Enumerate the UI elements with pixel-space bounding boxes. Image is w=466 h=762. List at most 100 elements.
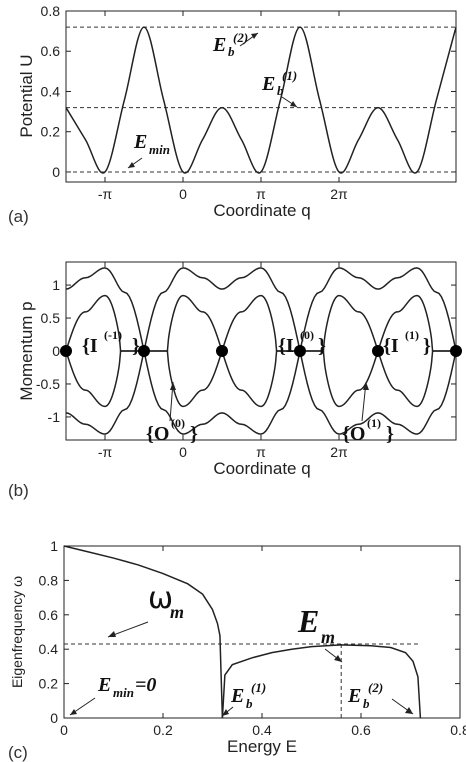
panel-c-xlabel: Energy E xyxy=(227,737,297,756)
inner-separatrix-lower xyxy=(144,350,223,408)
annotation-o0-main: {O xyxy=(146,423,169,445)
x-tick-label: 2π xyxy=(330,444,348,460)
panel-c-ticks: 0 0.2 0.4 0.6 0.8 0 0.2 0.4 0.6 0.8 1 xyxy=(39,538,466,738)
annotation-emin-main: E xyxy=(133,131,147,153)
annotation-o1-main: {O xyxy=(342,423,365,445)
y-tick-label: 0.8 xyxy=(41,3,61,19)
annotation-eb2-sup: (2) xyxy=(233,30,248,45)
x-tick-label: 0.8 xyxy=(450,722,466,738)
annotation-omega-m-sub: m xyxy=(170,602,184,622)
y-tick-label: 0 xyxy=(52,164,60,180)
panel-b-phase-curves xyxy=(65,267,457,435)
annotation-eb1: E b (1) xyxy=(261,68,298,108)
y-tick-label: 0.8 xyxy=(39,572,59,588)
x-tick-label: π xyxy=(256,186,266,202)
panel-b: -π 0 π 2π 1 0.5 0 -0.5 -1 {I (-1) } {I (0) } {I … xyxy=(8,261,462,500)
inner-separatrix-lower xyxy=(221,350,300,408)
x-tick-label: -π xyxy=(98,444,113,460)
panel-b-ylabel: Momentum p xyxy=(17,301,36,400)
annotation-eb1-c-main: E xyxy=(230,685,244,707)
annotation-i0-sup: (0) xyxy=(300,328,314,342)
saddle-point-marker xyxy=(138,345,150,357)
annotation-emin-zero-main: E xyxy=(97,674,111,696)
annotation-o1: {O (1) } xyxy=(342,381,394,445)
x-tick-label: 2π xyxy=(330,186,348,202)
x-tick-label: 0.2 xyxy=(153,722,173,738)
y-tick-label: 0.6 xyxy=(41,43,61,59)
annotation-em-main: E xyxy=(297,603,319,639)
x-tick-label: 0 xyxy=(179,186,187,202)
panel-b-xlabel: Coordinate q xyxy=(213,459,310,478)
annotation-i-minus1-main: {I xyxy=(82,335,98,357)
panel-a-letter: (a) xyxy=(8,207,29,226)
annotation-em-arrowhead xyxy=(334,655,342,662)
annotation-eb1-main: E xyxy=(261,73,275,95)
separatrix-lower xyxy=(65,350,457,435)
annotation-o0-arrowhead xyxy=(170,382,176,390)
saddle-point-marker xyxy=(294,345,306,357)
panel-a-ylabel: Potential U xyxy=(17,54,36,137)
y-tick-label: 0.2 xyxy=(39,676,59,692)
annotation-emin-zero-sub: min xyxy=(113,685,134,700)
separatrix-upper xyxy=(65,267,457,352)
annotation-omega-m-arrowhead xyxy=(108,631,116,637)
eigenfrequency-branch-0 xyxy=(63,545,224,719)
panel-b-saddle-points xyxy=(60,345,462,357)
annotation-i0: {I (0) } xyxy=(278,328,326,357)
x-tick-label: -π xyxy=(98,186,113,202)
annotation-o1-tail: } xyxy=(386,423,394,445)
annotation-o0-tail: } xyxy=(190,423,198,445)
y-tick-label: 0 xyxy=(50,710,58,726)
annotation-i0-tail: } xyxy=(318,335,326,357)
annotation-eb1-arrowhead xyxy=(290,101,297,107)
annotation-eb1-c-sup: (1) xyxy=(251,680,266,695)
annotation-emin: E min xyxy=(127,131,170,169)
annotation-eb2-c-sub: b xyxy=(363,696,370,711)
x-tick-label: 0.4 xyxy=(252,722,272,738)
y-tick-label: 1 xyxy=(50,538,58,554)
panel-a-xlabel: Coordinate q xyxy=(213,201,310,220)
annotation-i0-main: {I xyxy=(278,335,294,357)
annotation-emin-zero-arrowhead xyxy=(70,709,77,715)
eigenfrequency-branch-1 xyxy=(221,644,422,719)
y-tick-label: 0.2 xyxy=(41,124,61,140)
panel-a-potential-curve xyxy=(65,26,457,174)
y-tick-label: 0.5 xyxy=(41,310,61,326)
annotation-emin-arrowhead xyxy=(128,162,135,168)
annotation-emin-zero: E min =0 xyxy=(69,674,156,716)
annotation-eb2: E b (2) xyxy=(212,30,259,59)
x-tick-label: 0 xyxy=(60,722,68,738)
y-tick-label: 0 xyxy=(52,343,60,359)
annotation-i1: {I (1) } xyxy=(383,328,431,357)
annotation-eb2-c-arrowhead xyxy=(405,707,413,714)
annotation-eb1-sup: (1) xyxy=(282,68,297,83)
saddle-point-marker xyxy=(60,345,72,357)
saddle-point-marker xyxy=(372,345,384,357)
annotation-em: E m xyxy=(297,603,343,663)
annotation-emin-zero-tail: =0 xyxy=(135,674,156,696)
saddle-point-marker xyxy=(450,345,462,357)
panel-c-ylabel: Eigenfrequency ω xyxy=(9,576,25,688)
y-tick-label: -0.5 xyxy=(36,376,60,392)
annotation-i1-main: {I xyxy=(383,335,399,357)
y-tick-label: 0.6 xyxy=(39,607,59,623)
x-tick-label: 0.6 xyxy=(351,722,371,738)
annotation-omega-m: ω m xyxy=(107,581,184,638)
panel-c: 0 0.2 0.4 0.6 0.8 0 0.2 0.4 0.6 0.8 1 ω m E m E mi… xyxy=(8,538,466,762)
annotation-eb2-c-sup: (2) xyxy=(368,680,383,695)
y-tick-label: 1 xyxy=(52,277,60,293)
annotation-eb2-main: E xyxy=(212,34,226,56)
annotation-o0: {O (0) } xyxy=(146,381,198,445)
inner-separatrix-lower xyxy=(65,350,144,408)
annotation-emin-sub: min xyxy=(149,142,170,157)
annotation-eb2-c-main: E xyxy=(347,685,361,707)
annotation-eb2-c: E b (2) xyxy=(347,680,414,715)
panel-c-dashed-lines xyxy=(64,643,421,718)
annotation-eb2-arrowhead xyxy=(251,33,258,39)
annotation-i-minus1-sup: (-1) xyxy=(104,328,122,342)
annotation-i1-sup: (1) xyxy=(405,328,419,342)
annotation-o1-sup: (1) xyxy=(367,416,381,430)
panel-a-plot-frame xyxy=(65,10,457,183)
saddle-point-marker xyxy=(216,345,228,357)
y-tick-label: -1 xyxy=(48,409,61,425)
